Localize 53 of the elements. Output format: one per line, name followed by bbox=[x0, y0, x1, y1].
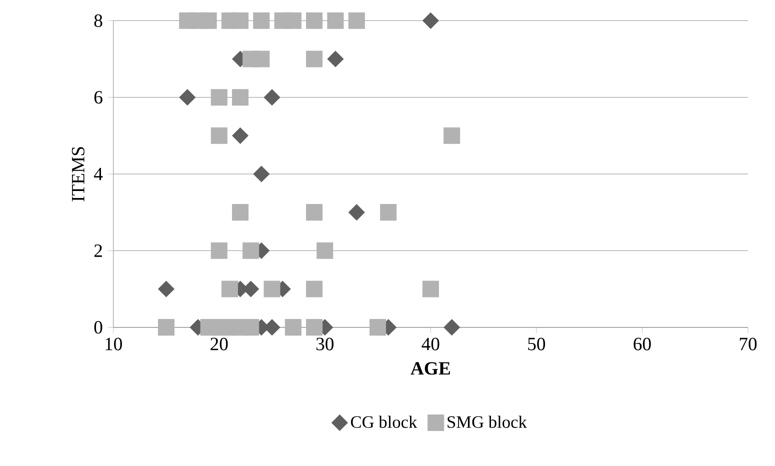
point bbox=[232, 127, 248, 144]
point bbox=[210, 127, 228, 144]
y-axis-title: ITEMS bbox=[72, 147, 84, 202]
point bbox=[253, 12, 270, 29]
point bbox=[253, 50, 270, 68]
point bbox=[158, 280, 174, 298]
point bbox=[242, 319, 260, 336]
point bbox=[327, 50, 344, 68]
point bbox=[284, 319, 302, 336]
point bbox=[370, 319, 386, 336]
point bbox=[232, 12, 249, 29]
x-tick-label: 60 bbox=[634, 338, 651, 350]
point bbox=[242, 242, 260, 259]
point bbox=[232, 89, 249, 106]
point bbox=[306, 319, 323, 336]
legend-label: SMG block bbox=[448, 416, 527, 428]
legend-label: CG block bbox=[350, 416, 418, 428]
point bbox=[306, 280, 323, 298]
point bbox=[348, 204, 365, 221]
point bbox=[380, 204, 397, 221]
point bbox=[306, 12, 323, 29]
y-tick-label: 6 bbox=[94, 91, 102, 104]
y-tick-label: 0 bbox=[94, 321, 102, 334]
point bbox=[253, 166, 270, 182]
x-tick-label: 50 bbox=[528, 338, 546, 350]
point bbox=[210, 89, 228, 106]
x-tick-label: 20 bbox=[210, 338, 228, 350]
x-tick-label: 70 bbox=[740, 338, 757, 350]
point bbox=[316, 242, 334, 259]
point bbox=[422, 280, 439, 298]
point bbox=[200, 12, 217, 29]
y-tick-label: 8 bbox=[94, 14, 102, 27]
point bbox=[264, 280, 280, 298]
point bbox=[327, 12, 344, 29]
point bbox=[158, 319, 174, 336]
x-axis-title: AGE bbox=[410, 362, 450, 375]
point bbox=[422, 12, 439, 29]
point bbox=[221, 280, 238, 298]
point bbox=[444, 319, 460, 336]
x-tick-label: 40 bbox=[422, 338, 440, 350]
point bbox=[284, 12, 302, 29]
point bbox=[306, 204, 323, 221]
y-tick-label: 2 bbox=[94, 244, 102, 257]
x-tick-label: 10 bbox=[106, 338, 122, 350]
point bbox=[179, 89, 196, 106]
point bbox=[210, 242, 228, 259]
x-tick-label: 30 bbox=[316, 338, 334, 350]
y-tick-label: 4 bbox=[94, 168, 103, 180]
point bbox=[348, 12, 365, 29]
point bbox=[264, 89, 280, 106]
point bbox=[232, 204, 249, 221]
point bbox=[444, 127, 460, 144]
point bbox=[306, 50, 323, 68]
